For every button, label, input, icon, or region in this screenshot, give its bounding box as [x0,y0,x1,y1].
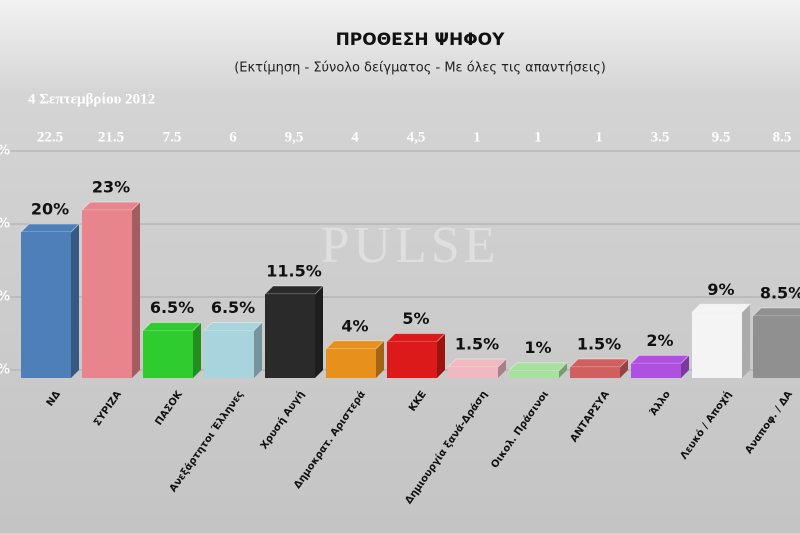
reference-value: 4 [351,129,359,145]
bar-side [498,359,506,378]
bar-top [202,322,264,332]
reference-value: 7.5 [163,129,182,145]
chart-title: ΠΡΟΘΕΣΗ ΨΗΦΟΥ [336,30,506,50]
bar-top [751,307,800,317]
bar-side [315,286,323,378]
value-label: 4% [341,316,368,335]
date: 4 Σεπτεμβρίου 2012 [28,91,155,107]
bar-top [629,354,691,364]
bar [326,348,376,378]
reference-value: 6 [229,129,237,145]
bar-side [193,322,201,378]
reference-value: 1 [534,129,542,145]
bar [387,341,437,378]
bar [21,232,71,378]
y-tick-label: 20% [0,217,10,232]
reference-value: 9.5 [712,129,731,145]
bar-top [446,358,508,368]
bar-top [385,333,447,342]
bar [448,367,498,378]
bar-side [437,333,445,378]
bar-side [376,340,384,378]
value-label: 6.5% [211,298,255,317]
bar-top [507,362,569,372]
bar-side [71,224,79,378]
value-label: 11.5% [266,262,322,281]
value-label: 23% [92,178,130,197]
bar-top [141,322,203,332]
chart-subtitle: (Εκτίμηση - Σύνολο δείγματος - Με όλες τ… [234,61,606,76]
bar-side [559,362,567,378]
y-tick-label: 0% [0,363,10,378]
bar-top [263,285,325,295]
bar-top [690,303,752,313]
bar-side [620,359,628,378]
bar-side [681,355,689,378]
y-tick-label: 30% [0,144,10,159]
bar-top [324,340,386,350]
bar [143,330,193,378]
y-tick-label: 10% [0,290,10,305]
bar [204,330,254,378]
value-label: 2% [646,331,673,350]
bar-top [568,358,630,368]
bar-top [80,201,142,211]
bar [692,312,742,378]
watermark: PULSE [321,217,500,274]
bar [570,367,620,378]
value-label: 9% [707,280,734,299]
bar [509,370,559,378]
bar [631,363,681,378]
reference-value: 1 [595,129,603,145]
bar [753,315,800,378]
value-label: 1.5% [577,335,621,354]
value-label: 1.5% [455,335,499,354]
bar-top [19,223,81,233]
bar [82,210,132,378]
value-label: 6.5% [150,298,194,317]
value-label: 1% [524,338,551,357]
reference-value: 22.5 [37,129,63,145]
reference-value: 1 [473,129,481,145]
bar [265,294,315,378]
bar-side [254,322,262,378]
bar-side [132,202,140,378]
value-label: 8.5% [760,283,800,302]
reference-value: 9,5 [285,129,304,145]
value-label: 20% [31,200,69,219]
reference-value: 3.5 [651,129,670,145]
bar-side [742,304,750,378]
reference-value: 8.5 [773,129,792,145]
reference-value: 4,5 [407,129,426,145]
value-label: 5% [402,309,429,328]
reference-value: 21.5 [98,129,124,145]
